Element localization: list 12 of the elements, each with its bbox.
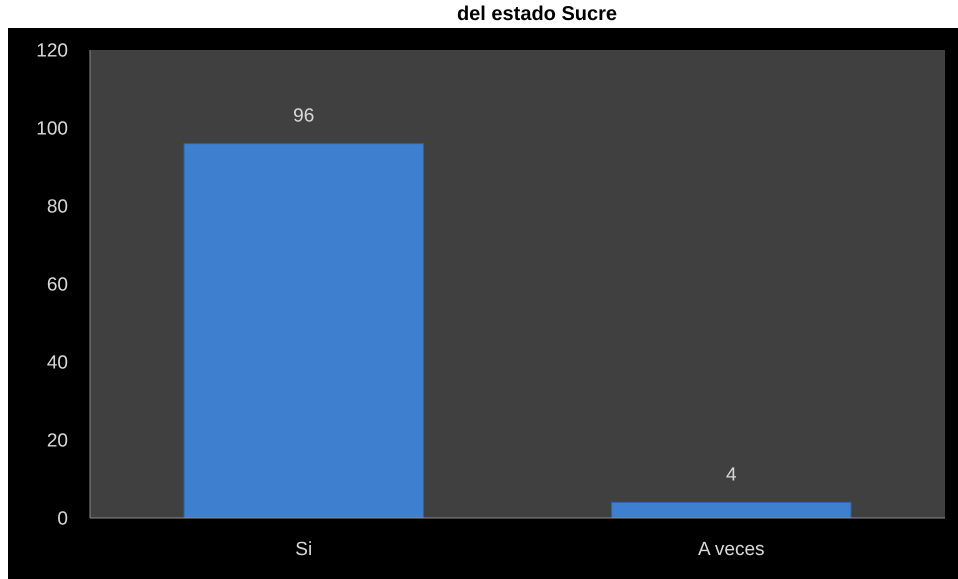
y-tick-label: 80 xyxy=(46,196,68,218)
y-tick-label: 100 xyxy=(36,118,68,140)
y-tick-label: 60 xyxy=(46,274,68,296)
data-label: 4 xyxy=(726,464,737,486)
y-tick-label: 40 xyxy=(46,352,68,374)
data-label: 96 xyxy=(293,106,314,127)
y-tick-label: 120 xyxy=(36,40,68,62)
x-tick-label: Si xyxy=(295,539,312,560)
y-tick-label: 0 xyxy=(57,508,68,530)
chart-title: del estado Sucre xyxy=(456,3,618,25)
x-tick-label: A veces xyxy=(698,539,765,560)
y-tick-label: 20 xyxy=(46,430,68,452)
